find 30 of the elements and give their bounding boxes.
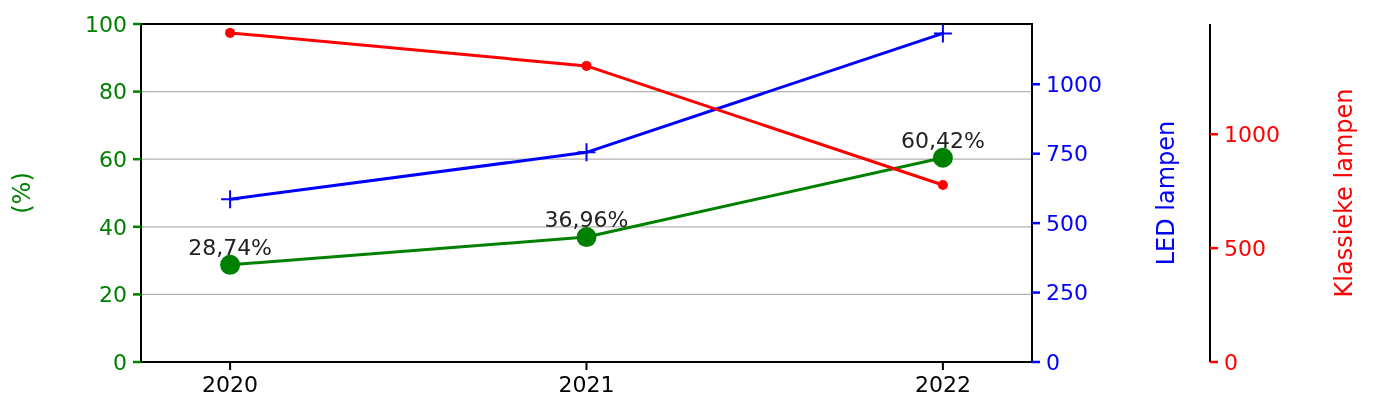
point <box>581 60 592 71</box>
y-axis-title: (%) <box>8 172 37 214</box>
x-tick-label: 2020 <box>202 372 259 397</box>
point <box>932 23 953 44</box>
point <box>937 180 948 191</box>
data-label: 36,96% <box>544 207 629 233</box>
y3-tick-label: 0 <box>1224 349 1238 375</box>
y2-tick-label: 500 <box>1046 210 1088 236</box>
x-tick-label: 2021 <box>558 372 615 397</box>
point <box>220 189 241 210</box>
y-tick-label: 40 <box>99 214 127 240</box>
data-label: 28,74% <box>188 234 273 260</box>
point <box>225 27 236 38</box>
y3-tick-label: 500 <box>1224 235 1266 261</box>
x-tick-label: 2022 <box>914 372 971 397</box>
data-label: 60,42% <box>900 127 985 153</box>
y-tick-label: 0 <box>113 349 127 375</box>
y-tick-label: 20 <box>99 282 127 308</box>
y-tick-label: 80 <box>99 79 127 105</box>
y2-tick-label: 0 <box>1046 349 1060 375</box>
y2-axis-title: LED lampen <box>1152 120 1181 266</box>
y3-axis-title: Klassieke lampen <box>1330 88 1359 298</box>
y-tick-label: 100 <box>85 11 127 37</box>
y2-tick-label: 750 <box>1046 141 1088 167</box>
y3-tick-label: 1000 <box>1224 121 1280 147</box>
point <box>576 227 597 248</box>
y-tick-label: 60 <box>99 146 127 172</box>
point <box>576 142 597 163</box>
y2-tick-label: 1000 <box>1046 71 1102 97</box>
y2-tick-label: 250 <box>1046 280 1088 306</box>
